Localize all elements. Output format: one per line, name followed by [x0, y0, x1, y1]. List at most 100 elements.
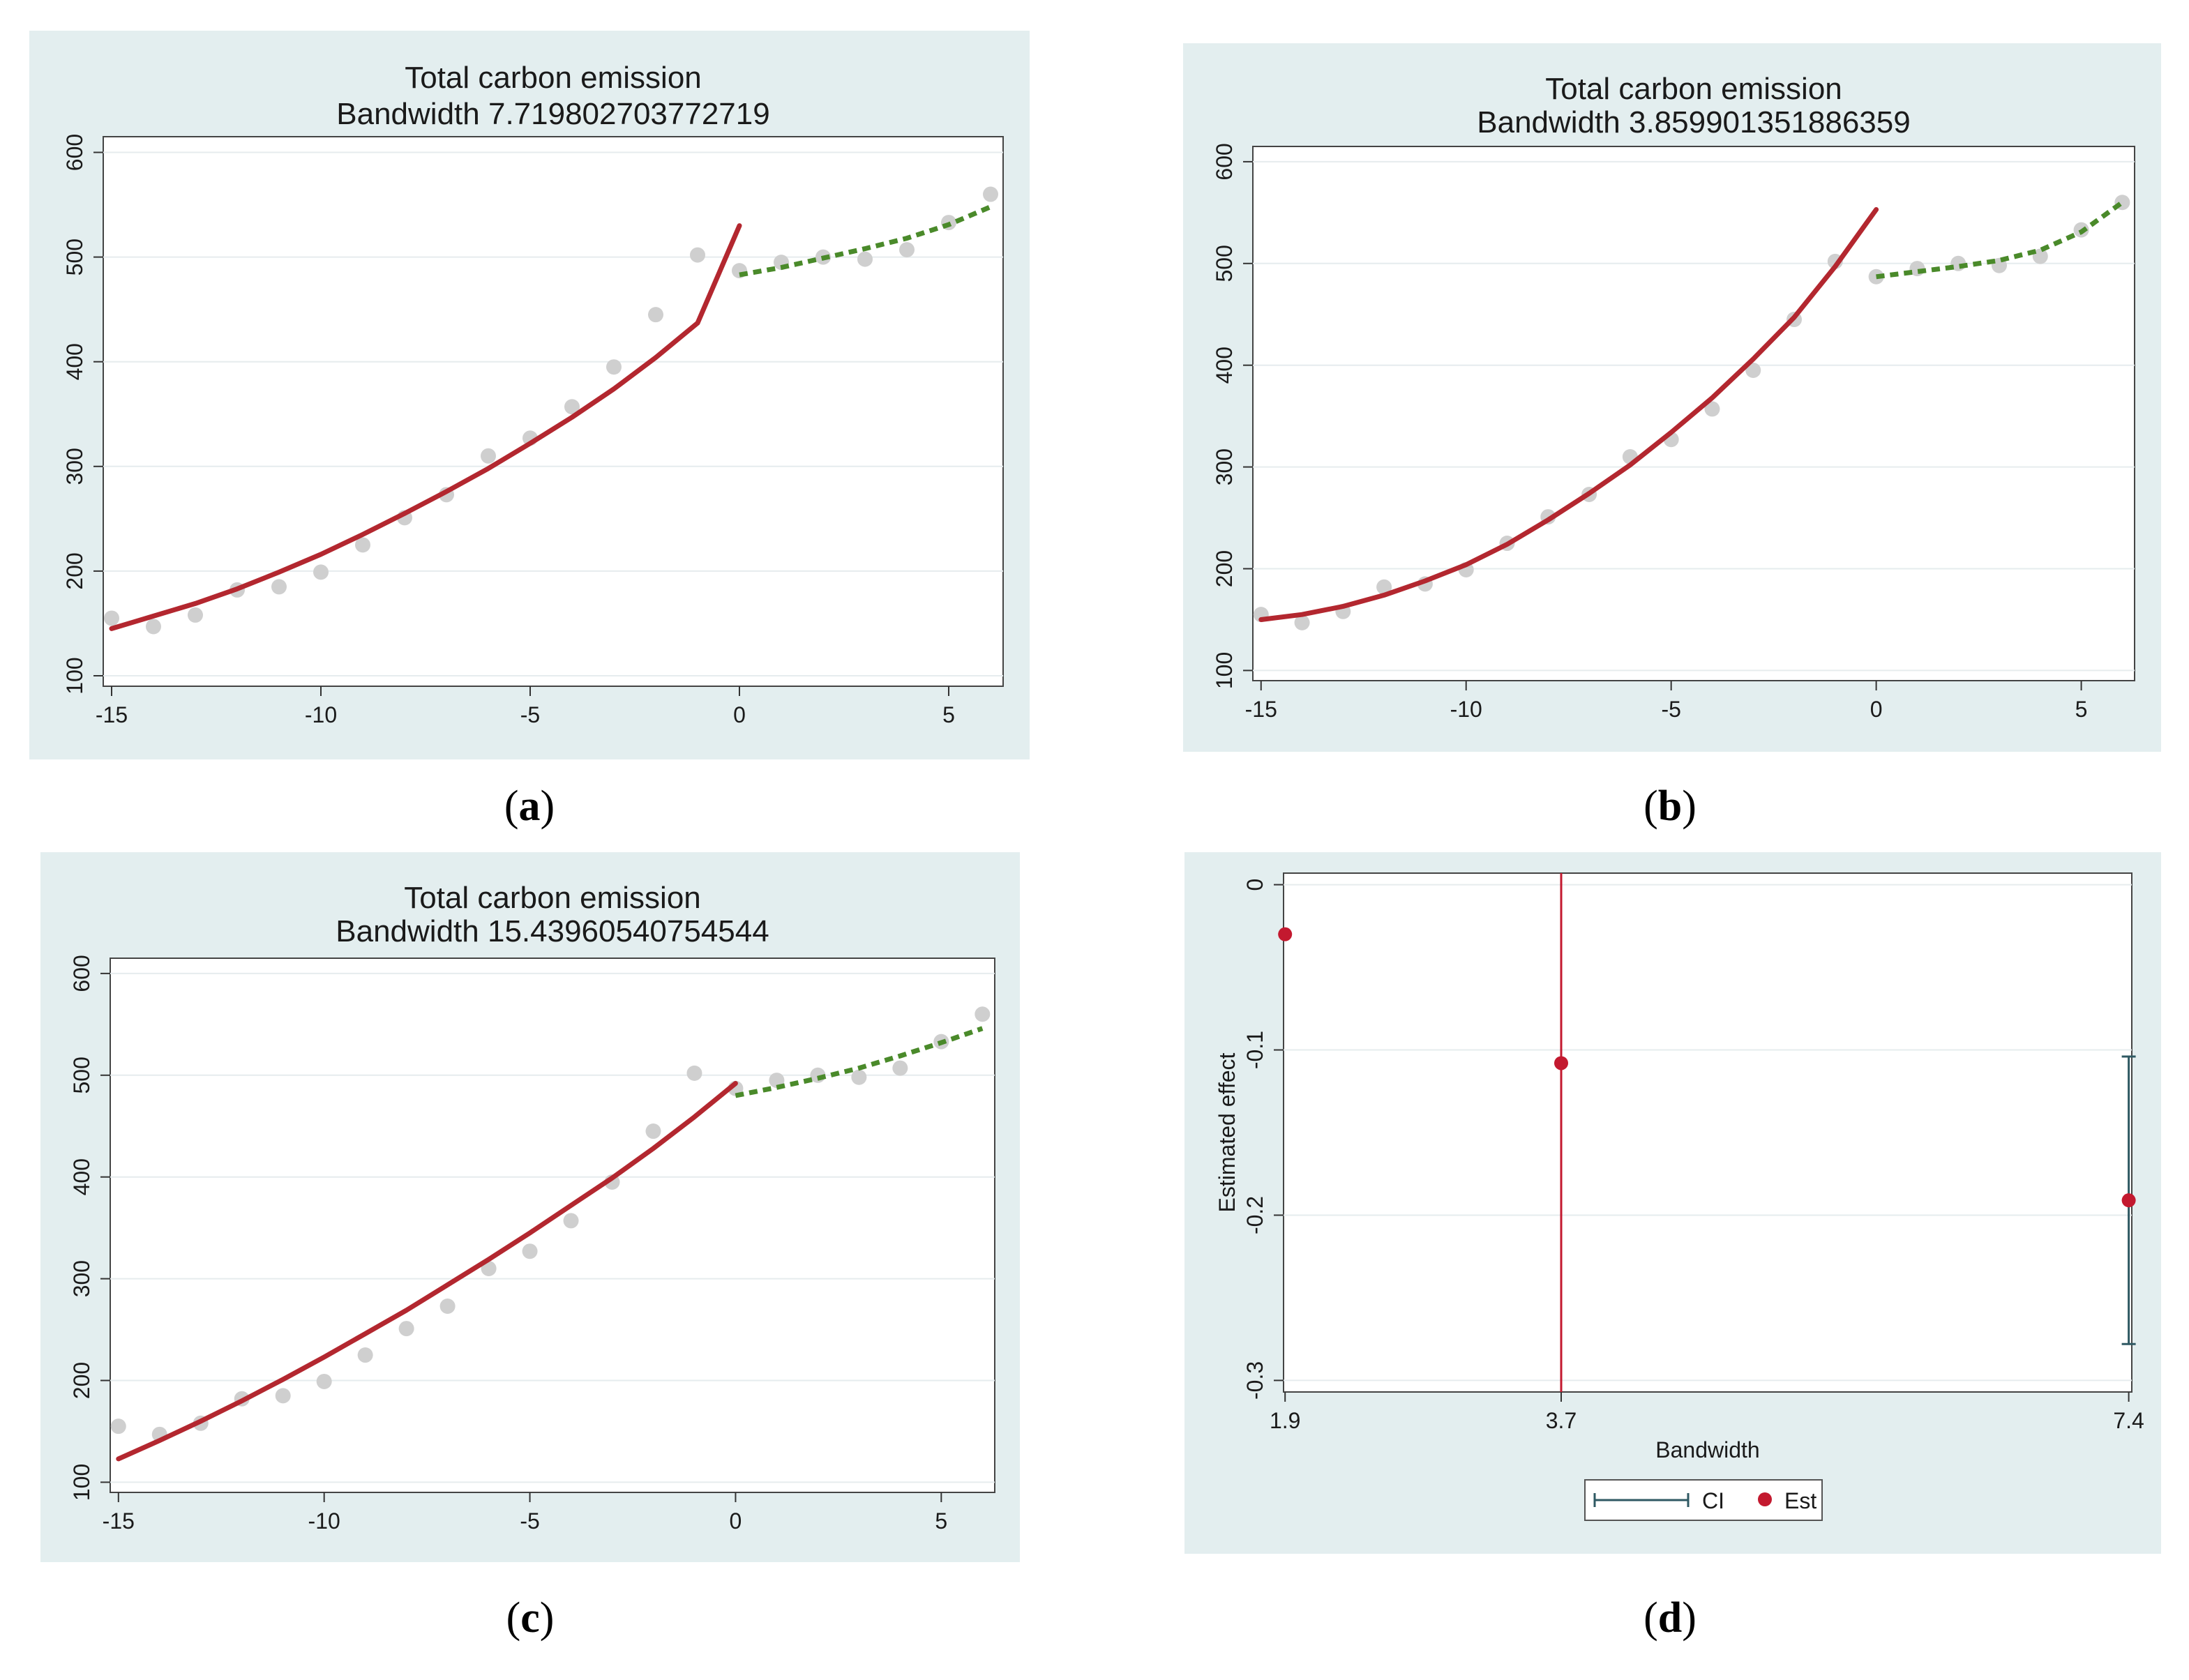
panel-c: Total carbon emission Bandwidth 15.43960…: [40, 852, 1020, 1642]
panel-d-estimate-point-0: [1278, 927, 1293, 941]
panel-a-point-2: [188, 607, 203, 623]
panel-b-fit-left-line: [1258, 207, 1879, 622]
panel-c-plot-area: [110, 958, 995, 1493]
panel-d-estimate-point-1: [1554, 1056, 1569, 1070]
panel-c-point-11: [563, 1213, 579, 1229]
panel-c-point-4: [275, 1388, 291, 1404]
panel-a-point-4: [271, 579, 287, 595]
panel-c-point-19: [892, 1060, 908, 1076]
panel-b-subtitle: Bandwidth 3.859901351886359: [1477, 105, 1910, 139]
panel-a-point-18: [857, 251, 873, 267]
legend-ci-label: CI: [1702, 1488, 1724, 1513]
panel-a-xtick-label-2: -5: [520, 702, 540, 727]
panel-c-ytick-label-4: 500: [69, 1057, 94, 1093]
panel-d-xlabel: Bandwidth: [1655, 1437, 1759, 1462]
panel-b-point-3: [1376, 579, 1392, 595]
panel-c-point-10: [522, 1243, 538, 1259]
panel-c-ytick-label-0: 100: [69, 1464, 94, 1501]
panel-a-subtitle: Bandwidth 7.719802703772719: [336, 97, 769, 131]
panel-c-point-8: [439, 1298, 456, 1314]
panel-d-ytick-label-1: -0.1: [1242, 1031, 1267, 1069]
panel-b-ytick-label-4: 500: [1212, 245, 1237, 282]
panel-b-ytick-label-0: 100: [1212, 652, 1237, 689]
panel-a-point-21: [983, 186, 998, 202]
panel-c-ytick-label-3: 400: [69, 1158, 94, 1195]
panel-a-point-11: [564, 399, 580, 415]
panel-a-point-6: [355, 537, 370, 553]
panel-c-ytick-label-2: 300: [69, 1260, 94, 1297]
panel-b-grid: [1253, 160, 2135, 672]
panel-d-ytick-label-0: 0: [1242, 879, 1267, 891]
panel-b-point-12: [1745, 362, 1761, 378]
panel-d-legend: CI Est: [1584, 1479, 1823, 1521]
panel-a-grid: [103, 151, 1003, 676]
panel-c-xtick-label-2: -5: [520, 1508, 539, 1534]
panel-b-title: Total carbon emission: [1545, 72, 1842, 106]
panel-d-xtick-label-2: 7.4: [2113, 1408, 2144, 1433]
panel-a-xtick-label-4: 5: [942, 702, 955, 727]
panel-d-caption: (d): [1643, 1594, 1697, 1642]
panel-c-fits: [116, 1026, 984, 1462]
panel-d-grid: [1284, 884, 2132, 1382]
panel-a-point-13: [648, 307, 663, 323]
panel-a-xtick-label-0: -15: [96, 702, 128, 727]
panel-a-point-1: [146, 619, 161, 635]
panel-c-point-9: [481, 1261, 497, 1277]
panel-a-xtick-label-3: 0: [733, 702, 746, 727]
panel-c-point-13: [645, 1123, 661, 1140]
panel-b-fit-right-line: [1876, 200, 2124, 280]
panel-c-point-7: [398, 1321, 414, 1337]
panel-b-point-11: [1704, 401, 1720, 417]
panel-c-point-18: [851, 1069, 867, 1085]
panel-a-point-9: [481, 448, 496, 464]
panel-b-axes: 100 200 300 400 500 600 -15 -10 -5 0 5: [1212, 143, 2087, 722]
panel-d-ytick-label-3: -0.3: [1242, 1361, 1267, 1400]
panel-d-estimate-point-2: [2121, 1193, 2136, 1208]
panel-c-grid: [110, 972, 995, 1483]
panel-a-ytick-label-4: 500: [62, 239, 87, 275]
panel-b: Total carbon emission Bandwidth 3.859901…: [1183, 43, 2161, 830]
panel-d-axes: 0 -0.1 -0.2 -0.31.9 3.7 7.4: [1242, 879, 2144, 1433]
panel-b-xtick-label-3: 0: [1870, 697, 1883, 722]
panel-a-ytick-label-1: 200: [62, 552, 87, 589]
panel-c-point-0: [110, 1418, 126, 1435]
panel-a-point-19: [899, 242, 915, 258]
panel-b-xtick-label-2: -5: [1661, 697, 1680, 722]
panel-c-title: Total carbon emission: [404, 881, 701, 915]
panel-c-xtick-label-0: -15: [103, 1508, 135, 1534]
panel-b-xtick-label-4: 5: [2075, 697, 2088, 722]
panel-c-scatter: [110, 1006, 991, 1442]
panel-a-point-5: [313, 564, 329, 580]
panel-d: 0 -0.1 -0.2 -0.31.9 3.7 7.4 Bandwidth Estimat…: [1184, 852, 2161, 1642]
panel-c-point-6: [357, 1347, 373, 1363]
panel-a-plot-area: [103, 136, 1004, 687]
panel-d-ytick-label-2: -0.2: [1242, 1196, 1267, 1234]
panel-b-ytick-label-3: 400: [1212, 347, 1237, 384]
panel-a-caption: (a): [504, 782, 555, 830]
panel-c-xtick-label-3: 0: [730, 1508, 742, 1534]
panel-c-point-21: [975, 1006, 991, 1022]
panel-c-xtick-label-1: -10: [308, 1508, 340, 1534]
panel-a-axes: 100 200 300 400 500 600 -15 -10 -5 0 5: [62, 134, 955, 727]
panel-a: Total carbon emission Bandwidth 7.719802…: [29, 31, 1030, 830]
panel-a-fit-left-line: [109, 223, 742, 631]
panel-a-title: Total carbon emission: [405, 61, 702, 95]
panel-a-ytick-label-3: 400: [62, 343, 87, 380]
panel-c-subtitle: Bandwidth 15.43960540754544: [336, 914, 769, 948]
panel-c-point-14: [686, 1065, 702, 1081]
panel-c-ytick-label-5: 600: [69, 955, 94, 992]
panel-c-caption: (c): [506, 1594, 555, 1642]
panel-c-axes: 100 200 300 400 500 600 -15 -10 -5 0 5: [69, 955, 947, 1534]
legend-est-label: Est: [1784, 1488, 1816, 1513]
panel-d-plot-area: [1283, 872, 2132, 1393]
panel-a-ytick-label-0: 100: [62, 657, 87, 694]
panel-d-xtick-label-0: 1.9: [1270, 1408, 1300, 1433]
panel-b-point-1: [1294, 614, 1310, 630]
panel-c-xtick-label-4: 5: [935, 1508, 947, 1534]
panel-b-xtick-label-1: -10: [1450, 697, 1482, 722]
panel-b-caption: (b): [1643, 782, 1697, 830]
panel-b-fits: [1258, 200, 2124, 622]
panel-c-fit-right-line: [735, 1026, 984, 1098]
panel-d-estimates: [1278, 927, 2136, 1208]
